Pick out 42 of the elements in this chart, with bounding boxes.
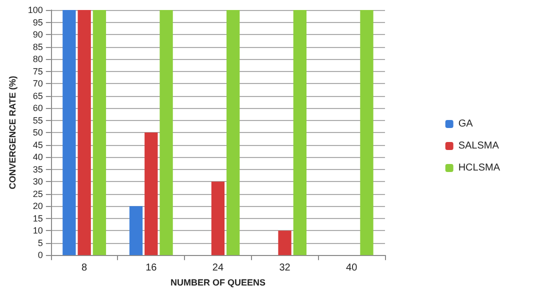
legend-label: GA xyxy=(458,118,474,130)
bar xyxy=(211,182,225,256)
legend-label: HCLSMA xyxy=(458,162,500,174)
bar xyxy=(92,10,106,256)
y-tick-label: 70 xyxy=(32,78,43,89)
bar xyxy=(160,10,173,256)
y-tick-label: 95 xyxy=(32,17,43,28)
bar xyxy=(226,10,240,256)
y-tick-label: 100 xyxy=(28,5,43,15)
y-tick-label: 25 xyxy=(32,188,43,199)
y-tick-label: 50 xyxy=(32,128,43,138)
y-tick-label: 45 xyxy=(32,140,43,150)
bar xyxy=(62,10,76,256)
bar xyxy=(78,10,91,256)
y-tick-label: 60 xyxy=(32,103,43,114)
x-axis-title: NUMBER OF QUEENS xyxy=(170,278,266,288)
y-tick-label: 65 xyxy=(32,90,43,101)
y-axis-title: CONVERGENCE RATE (%) xyxy=(8,76,18,190)
x-tick-label: 24 xyxy=(212,262,224,274)
y-tick-label: 20 xyxy=(32,201,43,212)
y-tick-label: 40 xyxy=(32,152,43,162)
legend-label: SALSMA xyxy=(458,140,500,152)
x-tick-label: 32 xyxy=(279,262,291,274)
y-tick-label: 85 xyxy=(32,42,43,52)
x-tick-label: 16 xyxy=(146,262,158,274)
y-tick-label: 5 xyxy=(38,238,43,248)
y-tick-label: 35 xyxy=(32,164,43,174)
x-tick-label: 40 xyxy=(346,262,358,274)
bar xyxy=(129,206,143,256)
y-tick-label: 10 xyxy=(32,226,43,236)
bar xyxy=(278,230,292,256)
y-tick-label: 90 xyxy=(32,30,43,40)
bar xyxy=(144,132,158,256)
bar xyxy=(293,10,306,256)
y-tick-label: 30 xyxy=(32,176,43,187)
y-tick-label: 15 xyxy=(32,213,43,224)
y-tick-label: 75 xyxy=(32,66,43,76)
y-tick-label: 55 xyxy=(32,115,43,126)
y-tick-label: 0 xyxy=(38,250,43,260)
bar xyxy=(360,10,374,256)
y-tick-label: 80 xyxy=(32,54,43,64)
x-tick-label: 8 xyxy=(82,262,88,274)
